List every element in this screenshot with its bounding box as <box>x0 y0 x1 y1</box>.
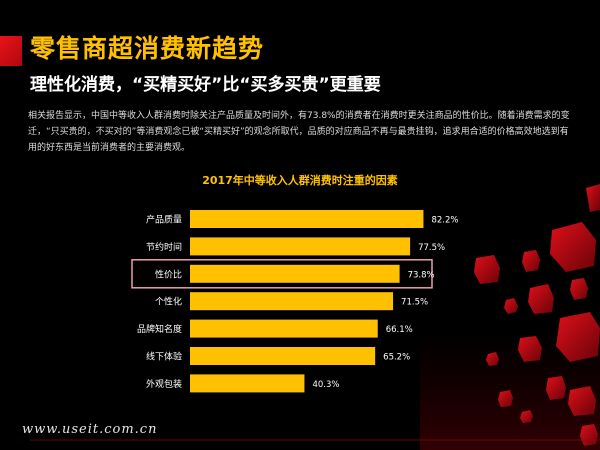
category-label: 线下体验 <box>146 351 182 363</box>
bar <box>190 210 424 228</box>
bar <box>190 374 305 393</box>
category-label: 产品质量 <box>146 214 182 226</box>
page-title: 零售商超消费新趋势 <box>30 34 265 63</box>
bar <box>190 264 400 283</box>
page-subtitle: 理性化消费，“买精买好”比“买多买贵”更重要 <box>30 75 381 95</box>
value-label: 71.5% <box>401 298 428 308</box>
value-label: 66.1% <box>386 325 413 335</box>
category-label: 外观包装 <box>146 378 182 390</box>
watermark: www.useit.com.cn <box>22 422 158 437</box>
category-label: 品牌知名度 <box>137 323 182 335</box>
chart-title: 2017年中等收入人群消费时注重的因素 <box>202 174 398 187</box>
value-label: 65.2% <box>383 353 410 363</box>
category-label: 节约时间 <box>146 241 182 253</box>
highlight-box <box>131 259 433 289</box>
bar <box>190 347 376 365</box>
value-label: 40.3% <box>312 380 339 390</box>
bar <box>190 237 411 256</box>
body-paragraph: 相关报告显示，中国中等收入人群消费时除关注产品质量及时间外，有73.8%的消费者… <box>28 111 570 153</box>
category-label: 个性化 <box>155 296 182 308</box>
category-label: 性价比 <box>155 268 182 280</box>
value-label: 73.8% <box>408 270 435 280</box>
bar <box>190 319 378 338</box>
value-label: 82.2% <box>431 216 458 226</box>
value-label: 77.5% <box>418 243 445 253</box>
bar <box>190 292 394 311</box>
title-accent-bar <box>0 36 22 66</box>
